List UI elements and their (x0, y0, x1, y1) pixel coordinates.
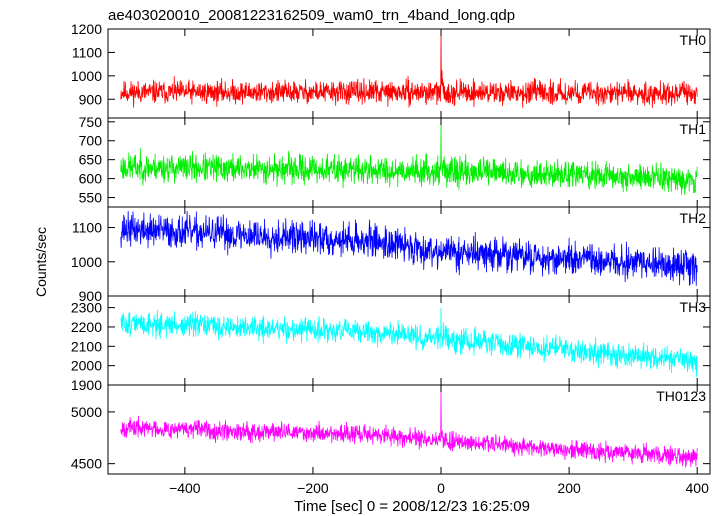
panel-label-th3: TH3 (680, 299, 707, 315)
series-line-th0 (120, 29, 698, 108)
y-tick-label: 1100 (72, 44, 102, 60)
y-tick-label: 900 (79, 91, 103, 107)
panel-label-th0: TH0 (680, 32, 707, 48)
panel-th0123: 4500 5000 TH0123 (71, 384, 711, 475)
y-tick-label: 2000 (71, 358, 102, 374)
series-line-th1 (120, 118, 698, 196)
y-tick-label: 1900 (71, 377, 102, 393)
x-tick-label: −200 (297, 480, 329, 496)
y-tick-label: 2100 (71, 338, 102, 354)
y-tick-label: 5000 (71, 404, 102, 420)
y-tick-label: 4500 (71, 456, 102, 472)
y-tick-label: 600 (79, 171, 103, 187)
y-tick-label: 550 (79, 190, 103, 206)
y-tick-label: 650 (79, 152, 103, 168)
y-tick-label: 2200 (71, 319, 102, 335)
y-tick-label: 1200 (71, 21, 102, 37)
x-tick-label: 0 (437, 480, 445, 496)
x-tick-label: 400 (686, 480, 710, 496)
panel-label-th0123: TH0123 (656, 388, 706, 404)
x-axis-label: Time [sec] 0 = 2008/12/23 16:25:09 (294, 498, 530, 515)
panel-th0: 900 1000 1100 1200 TH0 (71, 21, 711, 119)
panel-th2: 900 1000 1100 TH2 (71, 206, 711, 304)
panel-label-th1: TH1 (680, 121, 707, 137)
panel-th3: 1900 2000 2100 2200 2300 TH3 (71, 295, 711, 393)
series-line-th0123 (120, 391, 698, 468)
y-tick-label: 1000 (71, 68, 102, 84)
y-tick-label: 700 (79, 133, 103, 149)
y-tick-label: 1100 (72, 220, 102, 236)
panel-label-th2: TH2 (680, 210, 707, 226)
plot-title: ae403020010_20081223162509_wam0_trn_4ban… (108, 7, 515, 24)
series-line-th2 (120, 210, 698, 286)
y-tick-label: 750 (79, 114, 103, 130)
y-tick-label: 1000 (71, 254, 102, 270)
x-tick-label: −400 (169, 480, 201, 496)
panel-frame (107, 384, 711, 475)
series-line-th3 (120, 307, 698, 378)
y-axis-label: Counts/sec (33, 227, 49, 297)
x-tick-label: 200 (557, 480, 581, 496)
y-tick-label: 900 (79, 288, 103, 304)
y-tick-label: 2300 (71, 300, 102, 316)
panel-th1: 550 600 650 700 750 TH1 (79, 114, 711, 208)
